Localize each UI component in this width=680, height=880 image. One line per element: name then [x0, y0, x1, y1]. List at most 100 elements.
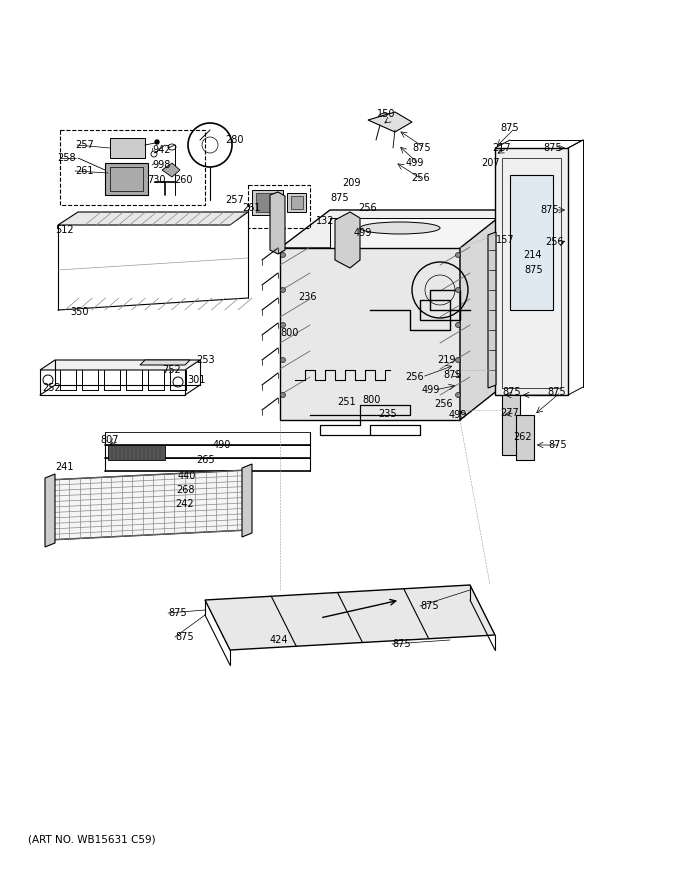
Polygon shape	[488, 232, 496, 388]
Polygon shape	[291, 196, 303, 209]
Text: 253: 253	[196, 355, 215, 365]
Text: 440: 440	[178, 471, 197, 481]
Text: 256: 256	[434, 399, 453, 409]
Text: 875: 875	[500, 123, 519, 133]
Text: 301: 301	[187, 375, 205, 385]
Text: 257: 257	[225, 195, 243, 205]
Ellipse shape	[378, 113, 392, 123]
Text: 875: 875	[443, 370, 462, 380]
Text: 998: 998	[152, 160, 171, 170]
Polygon shape	[516, 415, 534, 460]
Text: 257: 257	[75, 140, 94, 150]
Text: 807: 807	[100, 435, 118, 445]
Text: 942: 942	[152, 145, 171, 155]
Polygon shape	[280, 248, 460, 420]
Polygon shape	[330, 218, 500, 378]
Text: 157: 157	[496, 235, 515, 245]
Text: 258: 258	[57, 153, 75, 163]
Circle shape	[456, 357, 460, 363]
Text: 241: 241	[55, 462, 73, 472]
Circle shape	[456, 288, 460, 292]
Circle shape	[280, 357, 286, 363]
Text: 800: 800	[362, 395, 380, 405]
Polygon shape	[45, 474, 55, 547]
Text: 256: 256	[545, 237, 564, 247]
Ellipse shape	[360, 222, 440, 234]
Text: 875: 875	[524, 265, 543, 275]
Text: 236: 236	[298, 292, 316, 302]
Circle shape	[456, 392, 460, 398]
Text: 277: 277	[500, 408, 519, 418]
Polygon shape	[108, 445, 165, 460]
Circle shape	[280, 392, 286, 398]
Text: 875: 875	[420, 601, 439, 611]
Polygon shape	[242, 464, 252, 537]
Text: 219: 219	[437, 355, 456, 365]
Text: 260: 260	[174, 175, 192, 185]
Polygon shape	[105, 163, 148, 195]
Polygon shape	[368, 112, 412, 132]
Text: 875: 875	[330, 193, 349, 203]
Text: 752: 752	[162, 365, 181, 375]
Text: 499: 499	[422, 385, 441, 395]
Circle shape	[280, 322, 286, 327]
Text: 209: 209	[342, 178, 360, 188]
Text: 268: 268	[176, 485, 194, 495]
Polygon shape	[58, 212, 248, 225]
Text: 256: 256	[405, 372, 424, 382]
Text: 875: 875	[548, 440, 566, 450]
Polygon shape	[502, 395, 520, 455]
Text: 262: 262	[513, 432, 532, 442]
Circle shape	[280, 253, 286, 258]
Text: 499: 499	[354, 228, 373, 238]
Text: 800: 800	[280, 328, 299, 338]
Polygon shape	[510, 175, 553, 310]
Text: 424: 424	[270, 635, 288, 645]
Text: 499: 499	[406, 158, 424, 168]
Text: 214: 214	[523, 250, 541, 260]
Text: 512: 512	[55, 225, 73, 235]
Polygon shape	[252, 190, 283, 215]
Circle shape	[456, 253, 460, 258]
Circle shape	[155, 140, 159, 144]
Polygon shape	[40, 360, 200, 370]
Text: 150: 150	[377, 109, 396, 119]
Circle shape	[280, 288, 286, 292]
Text: 132: 132	[316, 216, 335, 226]
Text: 730: 730	[147, 175, 165, 185]
Text: 242: 242	[175, 499, 194, 509]
Text: 875: 875	[543, 143, 562, 153]
Text: 875: 875	[392, 639, 411, 649]
Text: 251: 251	[337, 397, 356, 407]
Text: 875: 875	[412, 143, 430, 153]
Circle shape	[456, 322, 460, 327]
Polygon shape	[205, 585, 495, 650]
Polygon shape	[140, 360, 190, 365]
Polygon shape	[287, 193, 306, 212]
Text: 256: 256	[411, 173, 430, 183]
Text: 252: 252	[42, 383, 61, 393]
Text: 875: 875	[502, 387, 521, 397]
Polygon shape	[270, 192, 285, 254]
Text: 875: 875	[547, 387, 566, 397]
Text: 875: 875	[175, 632, 194, 642]
Polygon shape	[335, 212, 360, 268]
Polygon shape	[280, 210, 508, 248]
Text: 256: 256	[358, 203, 377, 213]
Text: 261: 261	[75, 166, 94, 176]
Polygon shape	[110, 138, 145, 158]
Text: 499: 499	[449, 410, 467, 420]
Polygon shape	[460, 210, 508, 420]
Polygon shape	[162, 163, 180, 177]
Text: 261: 261	[242, 203, 260, 213]
Text: 235: 235	[378, 409, 396, 419]
Polygon shape	[256, 193, 279, 212]
Text: 875: 875	[540, 205, 559, 215]
Polygon shape	[48, 470, 248, 540]
Text: 350: 350	[70, 307, 88, 317]
Text: 280: 280	[225, 135, 243, 145]
Text: 207: 207	[481, 158, 500, 168]
Text: 217: 217	[492, 143, 511, 153]
Polygon shape	[495, 148, 568, 395]
Text: (ART NO. WB15631 C59): (ART NO. WB15631 C59)	[28, 835, 156, 845]
